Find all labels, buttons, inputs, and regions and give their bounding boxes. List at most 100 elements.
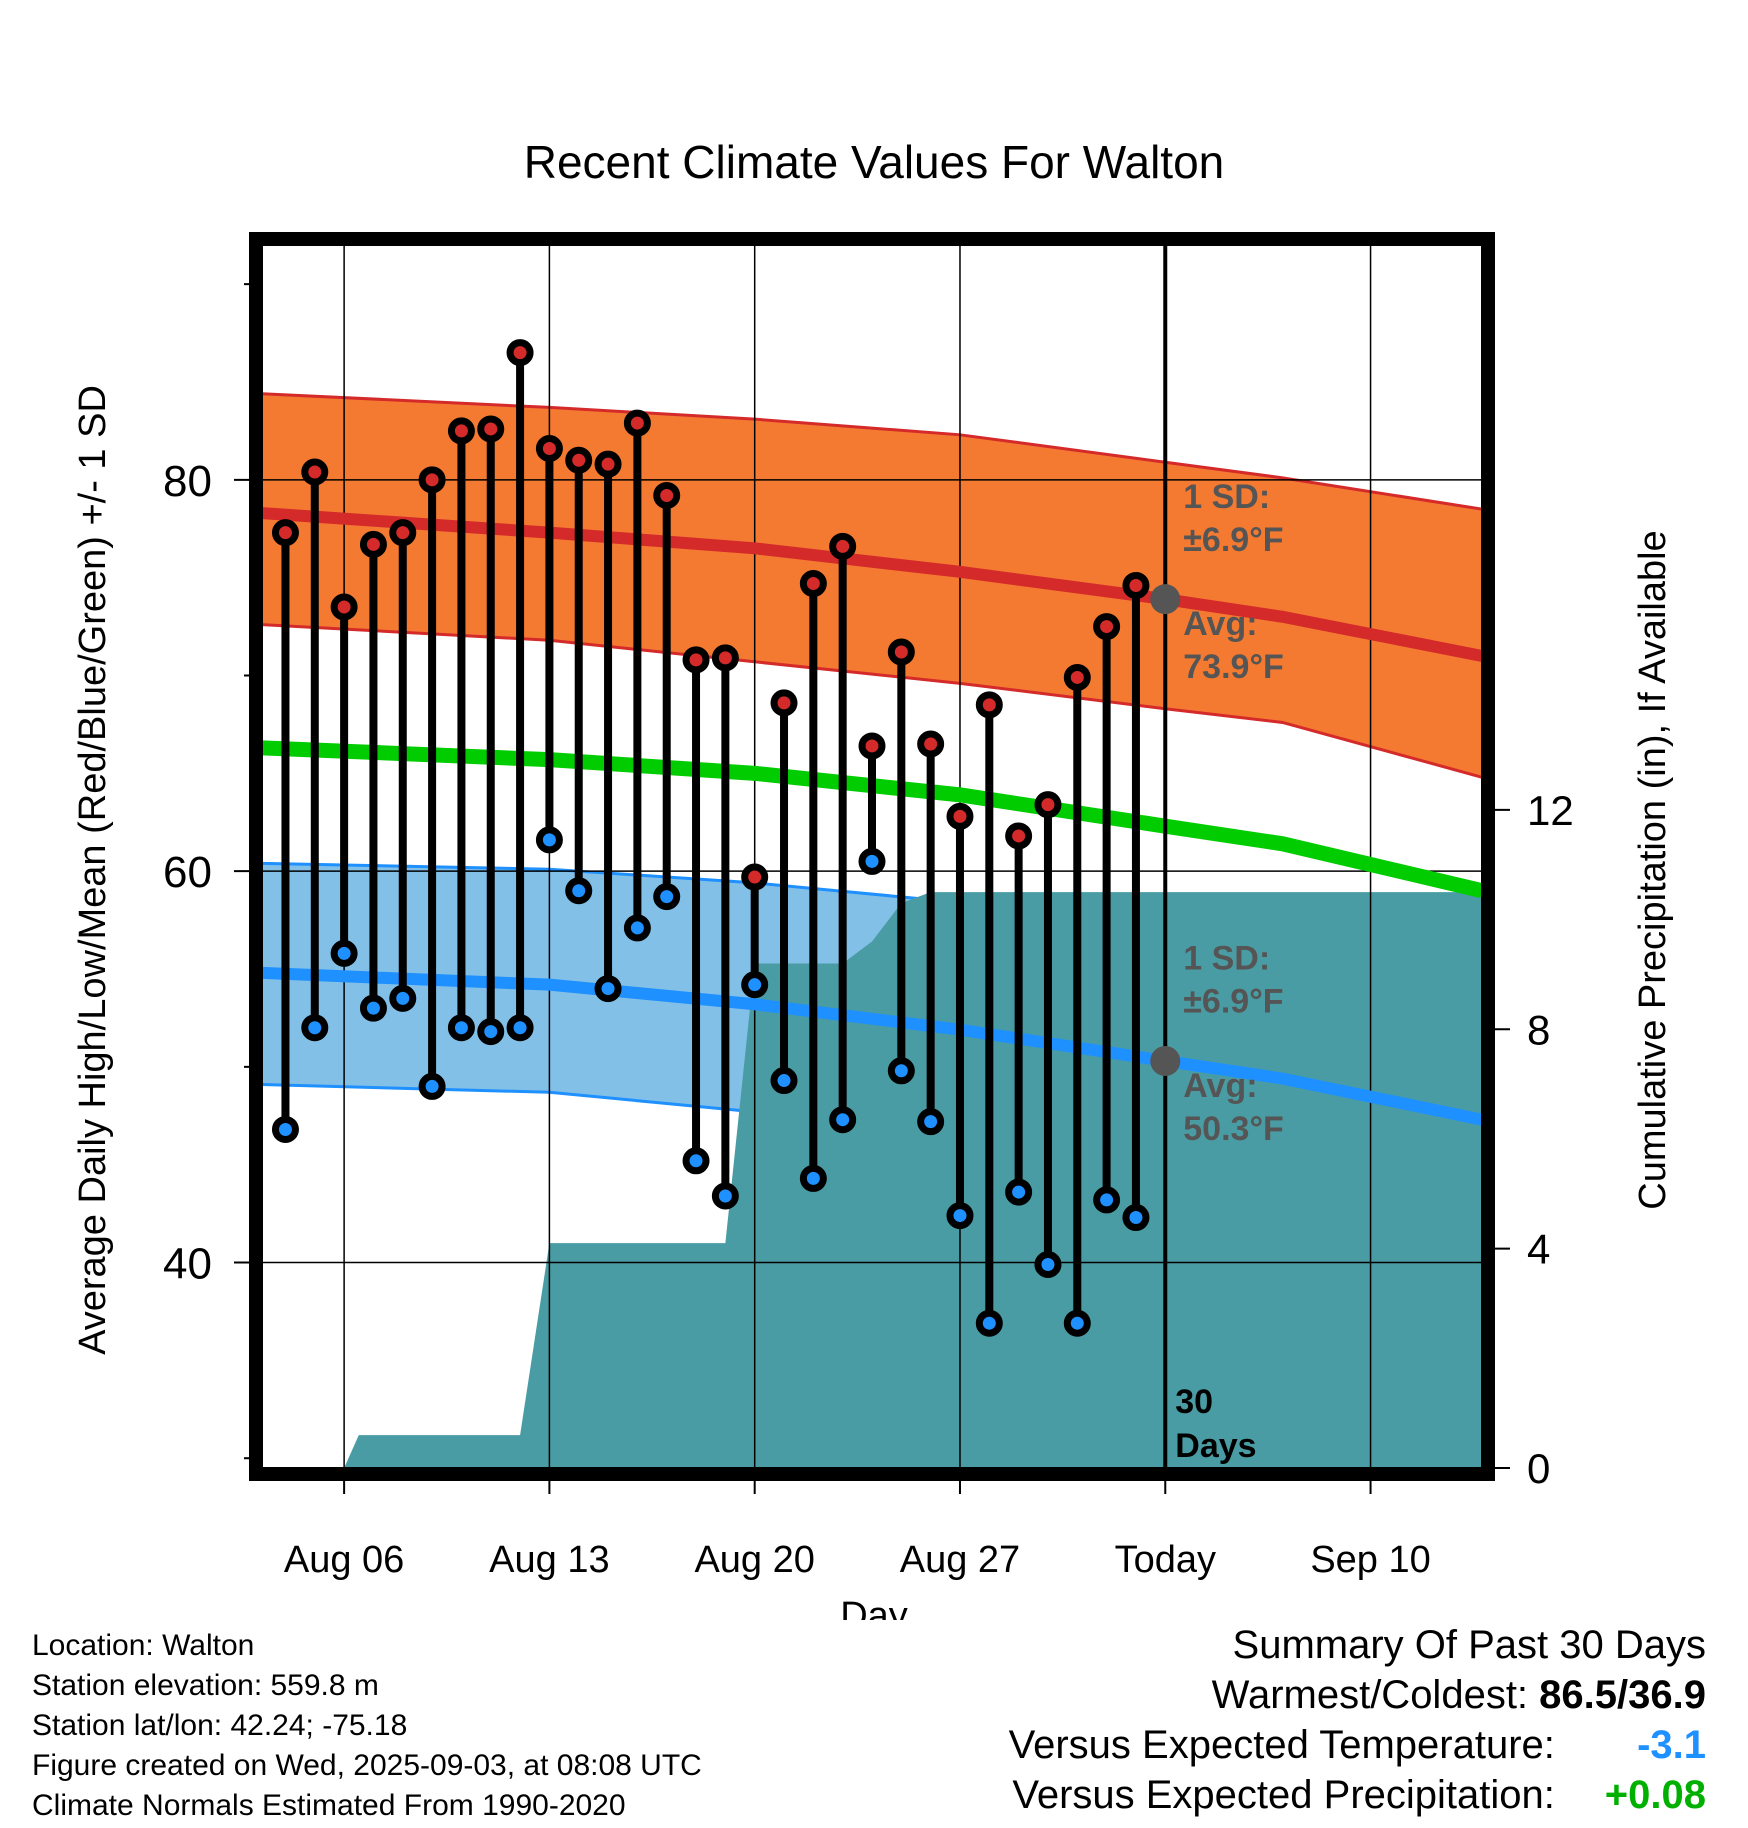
climate-chart: Recent Climate Values For Walton 1 SD: ±6… — [72, 136, 1674, 1620]
obs-high-point — [565, 446, 593, 474]
y2-tick-label: 0 — [1527, 1445, 1550, 1492]
precip-value: +0.08 — [1604, 1773, 1706, 1817]
obs-low-point — [1122, 1204, 1150, 1232]
obs-low-point — [653, 883, 681, 911]
chart-title: Recent Climate Values For Walton — [524, 136, 1225, 188]
obs-low-point — [1034, 1250, 1062, 1278]
y2-tick-label: 12 — [1527, 787, 1574, 834]
location-text: Location: Walton — [32, 1629, 255, 1662]
today-high-marker — [1150, 584, 1181, 615]
obs-low-point — [594, 975, 622, 1003]
today-days-label: Days — [1175, 1427, 1256, 1465]
obs-low-point — [301, 1014, 329, 1042]
obs-high-point — [418, 466, 446, 494]
summary-temp-row: Versus Expected Temperature: -3.1 — [806, 1720, 1706, 1770]
precip-area — [262, 892, 1482, 1468]
y-tick-label: 40 — [163, 1240, 212, 1289]
obs-low-point — [330, 939, 358, 967]
obs-low-point — [418, 1072, 446, 1100]
warmest-value: 86.5/36.9 — [1539, 1673, 1706, 1717]
x-tick-label: Aug 27 — [900, 1539, 1020, 1581]
y2-tick-label: 4 — [1527, 1226, 1550, 1273]
obs-low-point — [1063, 1309, 1091, 1337]
obs-high-point — [1063, 663, 1091, 691]
obs-low-point — [946, 1202, 974, 1230]
precip-label: Versus Expected Precipitation: — [1012, 1773, 1555, 1817]
obs-high-point — [887, 638, 915, 666]
obs-high-point — [623, 409, 651, 437]
low-sd-label: 1 SD: — [1183, 940, 1270, 978]
obs-low-point — [858, 847, 886, 875]
plot-area: 1 SD: ±6.9°F Avg: 73.9°F 1 SD: ±6.9°F Avg: 50.3… — [163, 232, 1574, 1581]
y-tick-label: 60 — [163, 848, 212, 897]
obs-high-point — [1093, 613, 1121, 641]
obs-low-point — [389, 984, 417, 1012]
x-tick-label: Aug 20 — [694, 1539, 814, 1581]
obs-high-point — [770, 689, 798, 717]
obs-high-point — [1122, 571, 1150, 599]
obs-high-point — [506, 339, 534, 367]
obs-high-point — [829, 532, 857, 560]
high-avg-label: Avg: — [1183, 605, 1257, 643]
high-sd-band — [262, 393, 1482, 778]
obs-high-point — [535, 435, 563, 463]
warmest-label: Warmest/Coldest: — [1211, 1673, 1529, 1717]
obs-low-point — [1005, 1178, 1033, 1206]
obs-low-point — [565, 877, 593, 905]
x-tick-label: Sep 10 — [1310, 1539, 1430, 1581]
obs-high-point — [594, 450, 622, 478]
obs-low-point — [711, 1182, 739, 1210]
obs-high-point — [1034, 791, 1062, 819]
summary-title: Summary Of Past 30 Days — [1232, 1623, 1706, 1667]
plot-frame — [249, 232, 1495, 1481]
obs-high-point — [271, 519, 299, 547]
summary-precip-row: Versus Expected Precipitation: +0.08 — [806, 1770, 1706, 1820]
obs-high-point — [975, 691, 1003, 719]
obs-high-point — [359, 530, 387, 558]
obs-high-point — [946, 802, 974, 830]
normals-text: Climate Normals Estimated From 1990-2020 — [32, 1789, 626, 1822]
obs-high-point — [330, 593, 358, 621]
y-tick-label: 80 — [163, 457, 212, 506]
obs-low-point — [770, 1067, 798, 1095]
obs-low-point — [271, 1115, 299, 1143]
obs-low-point — [799, 1164, 827, 1192]
elevation-text: Station elevation: 559.8 m — [32, 1669, 379, 1702]
x-tick-label: Aug 06 — [284, 1539, 404, 1581]
temp-value: -3.1 — [1637, 1723, 1706, 1767]
obs-low-point — [887, 1057, 915, 1085]
temp-label: Versus Expected Temperature: — [1008, 1723, 1555, 1767]
obs-low-point — [477, 1018, 505, 1046]
today-days-label: 30 — [1175, 1383, 1213, 1421]
low-sd-value: ±6.9°F — [1183, 983, 1283, 1021]
obs-high-point — [858, 732, 886, 760]
high-sd-label: 1 SD: — [1183, 478, 1270, 516]
latlon-text: Station lat/lon: 42.24; -75.18 — [32, 1709, 408, 1742]
today-low-marker — [1150, 1045, 1181, 1076]
obs-low-point — [917, 1108, 945, 1136]
obs-low-point — [623, 914, 651, 942]
obs-high-point — [1005, 822, 1033, 850]
summary-warmest-row: Warmest/Coldest: 86.5/36.9 — [806, 1670, 1706, 1720]
obs-low-point — [975, 1309, 1003, 1337]
obs-low-point — [1093, 1186, 1121, 1214]
obs-low-point — [829, 1106, 857, 1134]
created-text: Figure created on Wed, 2025-09-03, at 08… — [32, 1749, 702, 1782]
obs-low-point — [741, 971, 769, 999]
obs-low-point — [535, 826, 563, 854]
summary-panel: Summary Of Past 30 Days Warmest/Coldest:… — [806, 1620, 1706, 1820]
obs-high-point — [477, 415, 505, 443]
obs-high-point — [447, 417, 475, 445]
obs-high-point — [301, 458, 329, 486]
obs-high-point — [711, 644, 739, 672]
plot-content: 1 SD: ±6.9°F Avg: 73.9°F 1 SD: ±6.9°F Avg: 50.3… — [262, 245, 1482, 1468]
low-avg-label: Avg: — [1183, 1067, 1257, 1105]
x-tick-label: Aug 13 — [489, 1539, 609, 1581]
obs-low-point — [359, 994, 387, 1022]
obs-high-point — [917, 730, 945, 758]
station-info: Location: Walton Station elevation: 559.… — [32, 1626, 702, 1826]
x-axis-label: Day — [840, 1595, 908, 1620]
low-avg-value: 50.3°F — [1183, 1110, 1284, 1148]
high-sd-value: ±6.9°F — [1183, 521, 1283, 559]
x-tick-label: Today — [1115, 1539, 1216, 1581]
